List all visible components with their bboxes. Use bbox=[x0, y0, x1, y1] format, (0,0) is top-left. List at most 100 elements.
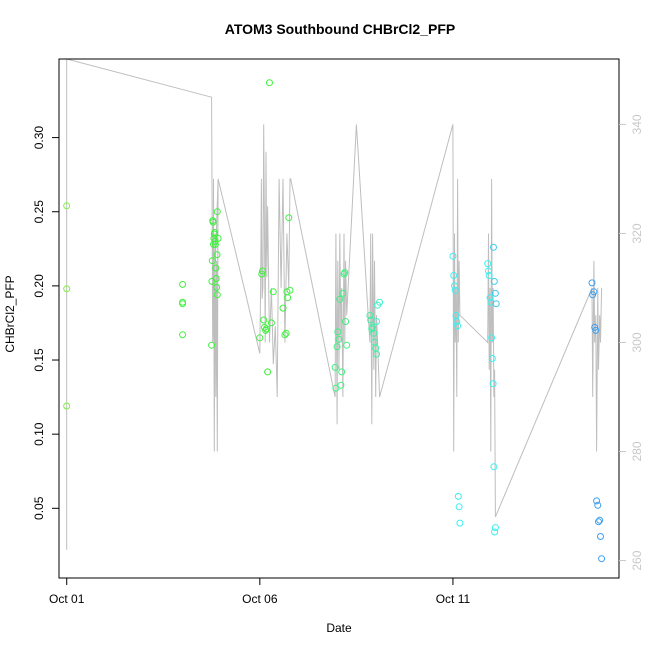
data-point bbox=[279, 304, 287, 312]
data-point bbox=[208, 341, 216, 349]
data-point bbox=[262, 325, 270, 333]
data-point bbox=[492, 300, 500, 308]
y-tick-label: 0.30 bbox=[32, 126, 46, 150]
data-point bbox=[453, 318, 461, 325]
data-point bbox=[336, 295, 344, 303]
data-point bbox=[454, 492, 462, 500]
data-point bbox=[484, 260, 492, 268]
data-point bbox=[595, 518, 602, 526]
x-tick-label: Oct 11 bbox=[436, 592, 471, 606]
data-point bbox=[597, 533, 604, 540]
data-point bbox=[454, 322, 462, 330]
data-point bbox=[286, 286, 294, 294]
data-point bbox=[338, 368, 346, 376]
data-point bbox=[332, 384, 340, 392]
data-point bbox=[208, 257, 216, 265]
data-point bbox=[335, 335, 343, 343]
data-point bbox=[63, 285, 71, 293]
data-point bbox=[376, 298, 384, 306]
data-point bbox=[284, 294, 292, 302]
data-point bbox=[63, 202, 71, 210]
data-point bbox=[590, 288, 598, 296]
data-point bbox=[179, 280, 187, 288]
data-point bbox=[591, 323, 599, 331]
data-point bbox=[331, 363, 339, 371]
data-point bbox=[594, 501, 602, 509]
data-point bbox=[343, 341, 351, 349]
data-point bbox=[63, 402, 71, 410]
data-point bbox=[212, 275, 220, 282]
data-point bbox=[258, 270, 266, 278]
data-point bbox=[489, 380, 497, 388]
data-point bbox=[449, 252, 457, 260]
data-point bbox=[211, 240, 219, 248]
plot-area: Oct 01 Oct 06 Oct 11 0.05 0.10 0.15 0.20 0.25 0.… bbox=[32, 58, 644, 606]
y2-tick-label: 300 bbox=[630, 332, 644, 352]
data-point bbox=[485, 272, 493, 279]
x-tick-label: Oct 06 bbox=[242, 592, 278, 606]
data-point bbox=[212, 264, 220, 272]
chart-title: ATOM3 Southbound CHBrCl2_PFP bbox=[225, 21, 455, 37]
data-point bbox=[490, 277, 498, 285]
y-tick-label: 0.15 bbox=[32, 348, 46, 372]
data-point bbox=[485, 267, 492, 275]
data-point bbox=[486, 294, 494, 302]
data-point bbox=[456, 519, 464, 527]
x-axis-label: Date bbox=[326, 621, 352, 635]
data-point bbox=[256, 334, 264, 342]
data-point bbox=[334, 328, 342, 336]
data-point bbox=[488, 355, 496, 362]
data-point bbox=[490, 243, 497, 251]
data-point bbox=[179, 331, 187, 339]
data-point bbox=[269, 288, 277, 296]
data-point bbox=[211, 229, 219, 236]
y-tick-label: 0.20 bbox=[32, 274, 46, 298]
data-point bbox=[214, 234, 222, 242]
y2-tick-label: 280 bbox=[630, 441, 644, 461]
data-point bbox=[282, 329, 290, 337]
data-point bbox=[491, 289, 499, 297]
x-tick-label: Oct 01 bbox=[49, 592, 85, 606]
y-tick-label: 0.10 bbox=[32, 422, 46, 446]
data-point bbox=[491, 524, 499, 532]
y2-tick-label: 340 bbox=[630, 114, 644, 134]
data-point bbox=[213, 208, 221, 216]
data-point bbox=[209, 218, 217, 226]
data-point bbox=[342, 318, 350, 325]
data-point bbox=[260, 316, 268, 324]
data-point bbox=[450, 272, 458, 279]
data-point bbox=[259, 267, 266, 275]
data-point bbox=[491, 528, 499, 536]
y2-tick-label: 320 bbox=[630, 223, 644, 243]
data-point bbox=[285, 214, 293, 222]
data-point bbox=[366, 312, 374, 319]
data-point bbox=[341, 269, 349, 276]
data-point bbox=[179, 300, 187, 308]
data-point bbox=[490, 463, 498, 471]
data-point bbox=[261, 323, 268, 331]
data-point bbox=[451, 286, 459, 294]
data-point bbox=[373, 350, 380, 358]
data-point bbox=[596, 516, 604, 524]
data-point bbox=[337, 381, 345, 389]
data-point bbox=[213, 251, 221, 259]
data-point bbox=[213, 291, 221, 299]
y-tick-label: 0.05 bbox=[32, 496, 46, 520]
data-point bbox=[281, 331, 289, 339]
data-point bbox=[451, 282, 458, 290]
data-point bbox=[455, 503, 463, 511]
data-point bbox=[370, 329, 378, 337]
data-point bbox=[339, 289, 347, 297]
data-point bbox=[264, 368, 272, 376]
data-point bbox=[266, 79, 273, 87]
data-point bbox=[373, 318, 380, 325]
y2-tick-label: 260 bbox=[630, 550, 644, 570]
data-point bbox=[593, 497, 601, 505]
data-point bbox=[592, 326, 600, 334]
y-tick-label: 0.25 bbox=[32, 200, 46, 224]
data-point bbox=[488, 334, 496, 342]
data-point bbox=[598, 555, 606, 563]
data-point bbox=[588, 279, 596, 287]
y-axis-label: CHBrCl2_PFP bbox=[3, 275, 17, 352]
